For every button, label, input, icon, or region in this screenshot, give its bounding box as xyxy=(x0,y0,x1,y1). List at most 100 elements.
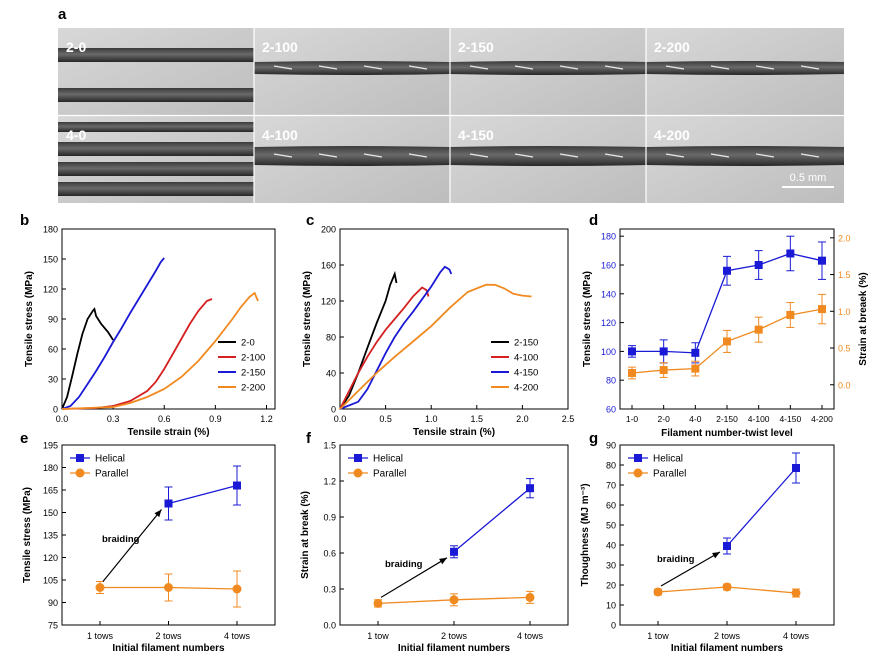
micrograph-grid: 2-0 2-100 2-150 2-200 4-0 4-100 4-150 4-200 0.5… xyxy=(58,28,844,203)
data-point-circle xyxy=(525,592,535,602)
tile-label: 2-100 xyxy=(262,39,298,55)
legend-label: 4-100 xyxy=(514,353,538,364)
braiding-arrowhead xyxy=(712,552,720,559)
tile-label: 2-200 xyxy=(654,39,690,55)
twisted-filament xyxy=(646,146,844,166)
x-tick-label: 0.9 xyxy=(209,414,222,424)
x-tick-label: 2.5 xyxy=(562,414,575,424)
data-point-square xyxy=(628,347,636,356)
filament-highlight xyxy=(665,153,685,158)
y2-axis-label: Strain at breaek (%) xyxy=(858,272,869,365)
y2-tick-label: 0.5 xyxy=(838,344,851,354)
y-tick-label: 80 xyxy=(326,333,336,343)
braiding-annotation: braiding xyxy=(657,554,695,565)
filament-highlight xyxy=(469,153,489,158)
filament-band xyxy=(58,48,254,62)
data-point-square xyxy=(628,369,636,377)
x-tick-label: 2 tows xyxy=(155,631,182,641)
twisted-filament xyxy=(450,146,646,166)
x-tick-label: 4 tows xyxy=(517,631,544,641)
y-axis-label: Tensile stress (MPa) xyxy=(22,487,33,583)
data-point-circle xyxy=(449,595,459,605)
data-point-square xyxy=(792,464,800,472)
filament-highlight xyxy=(273,153,293,158)
series-line-Helical xyxy=(168,484,238,505)
series-line-Helical xyxy=(726,467,797,547)
chart-f: 1 tow 2 tows 4 tows 0.0 0.3 0.6 0.9 1.2 1.5 Initi… xyxy=(300,441,569,654)
filament-highlight xyxy=(318,65,338,70)
series-line-2-100 xyxy=(61,298,213,410)
legend-marker xyxy=(634,454,642,462)
y2-tick-label: 0.0 xyxy=(838,380,851,390)
x-tick-label: 2-0 xyxy=(658,414,671,424)
filament-highlight xyxy=(559,65,579,70)
filament-band xyxy=(58,182,254,196)
filament-highlight xyxy=(559,153,579,158)
x-tick-label: 0.3 xyxy=(107,414,120,424)
legend-label: 4-150 xyxy=(514,368,538,379)
twisted-filament xyxy=(646,61,844,75)
x-tick-label: 4-0 xyxy=(689,414,702,424)
braiding-arrow xyxy=(660,551,721,587)
legend-marker xyxy=(353,468,363,478)
y-tick-label: 75 xyxy=(48,621,58,631)
filament-highlight xyxy=(755,153,775,158)
legend-label: Parallel xyxy=(373,469,406,480)
tile-label: 2-0 xyxy=(66,39,86,55)
braiding-arrow xyxy=(102,509,162,582)
filament-highlight xyxy=(408,65,428,70)
plot-frame xyxy=(339,228,569,410)
y-tick-label: 0.6 xyxy=(323,549,336,559)
micrograph-tile: 4-0 xyxy=(58,116,254,203)
y-tick-label: 165 xyxy=(43,486,58,496)
legend-label: Parallel xyxy=(653,469,686,480)
tile-label: 4-150 xyxy=(458,127,494,143)
legend-label: Helical xyxy=(95,454,125,465)
y-tick-label: 1.5 xyxy=(323,441,336,451)
legend-label: 2-200 xyxy=(241,383,265,394)
braiding-arrow xyxy=(380,557,448,598)
filament-highlight xyxy=(800,153,820,158)
y-tick-label: 195 xyxy=(43,441,58,451)
x-tick-label: 0.6 xyxy=(158,414,171,424)
series-line-4-100 xyxy=(339,286,430,410)
y-tick-label: 0 xyxy=(331,405,336,415)
legend-label: 4-200 xyxy=(514,383,538,394)
y-axis-label: Tensile stress (MPa) xyxy=(582,271,593,367)
panel-label-d: d xyxy=(589,212,599,229)
y-tick-label: 70 xyxy=(606,481,616,491)
twisted-filament xyxy=(254,146,450,166)
braiding-annotation: braiding xyxy=(385,559,423,570)
data-point-square xyxy=(786,310,795,319)
legend-label: 2-100 xyxy=(241,353,265,364)
braiding-arrowhead xyxy=(154,509,162,518)
twisted-filament xyxy=(254,61,450,75)
x-axis-label: Tensile strain (%) xyxy=(127,427,209,438)
twisted-filament xyxy=(450,61,646,75)
y-tick-label: 20 xyxy=(606,581,616,591)
data-point-square xyxy=(754,325,763,334)
filament-highlight xyxy=(710,65,730,70)
series-line-2-0 xyxy=(61,307,114,410)
filament-highlight xyxy=(363,65,383,70)
data-point-square xyxy=(723,542,731,550)
y-axis-label: Thoughness (MJ m⁻³) xyxy=(580,483,591,586)
data-point-circle xyxy=(722,582,732,592)
x-tick-label: 1 tow xyxy=(367,631,389,641)
data-point-square xyxy=(818,256,826,265)
tile-label: 2-150 xyxy=(458,39,494,55)
x-tick-label: 1 tows xyxy=(87,631,114,641)
y-tick-label: 1.2 xyxy=(323,477,336,487)
y-tick-label: 60 xyxy=(606,405,616,415)
x-tick-label: 0.0 xyxy=(334,414,347,424)
data-point-circle xyxy=(791,588,801,598)
y-tick-label: 0.0 xyxy=(323,621,336,631)
y-tick-label: 80 xyxy=(606,461,616,471)
micrograph-tile: 4-200 xyxy=(646,116,844,203)
filament-highlight xyxy=(469,65,489,70)
micrograph-tile: 2-0 xyxy=(58,28,254,115)
series-line-2-200 xyxy=(61,291,259,410)
x-axis-label: Initial filament numbers xyxy=(112,643,225,654)
y-tick-label: 105 xyxy=(43,576,58,586)
y-tick-label: 180 xyxy=(43,225,58,235)
